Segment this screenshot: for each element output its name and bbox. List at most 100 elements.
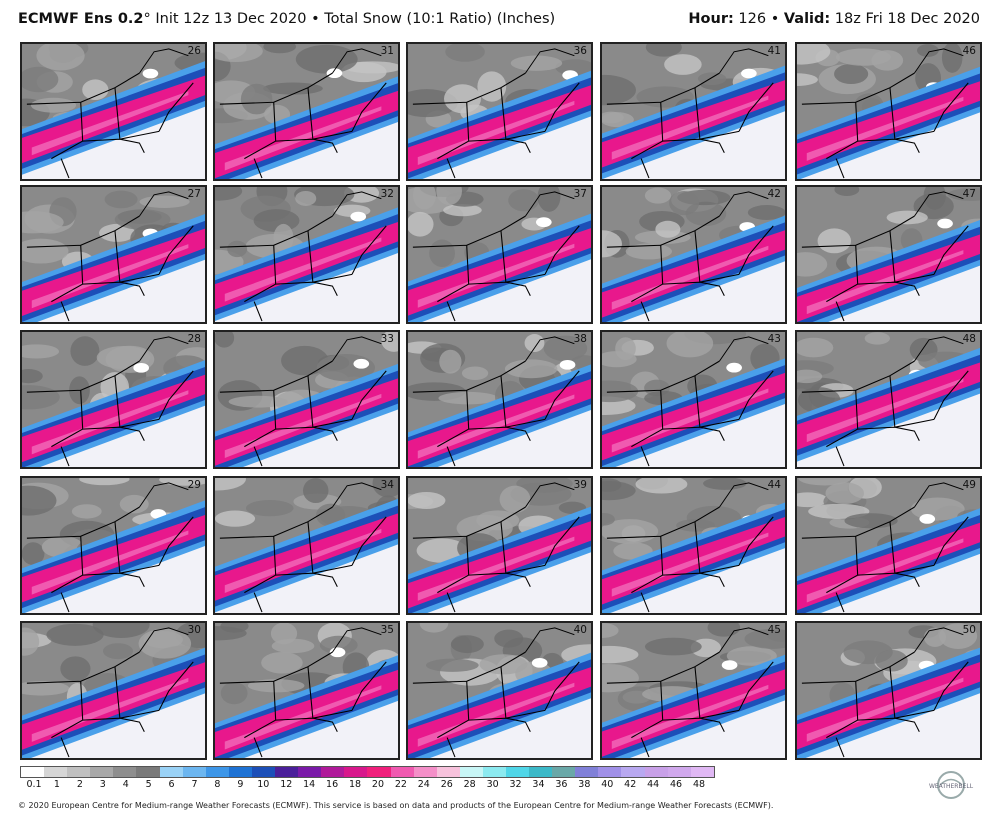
colorbar-tick-label: 20 bbox=[371, 779, 384, 790]
ensemble-member-panel: 39 bbox=[406, 476, 593, 615]
ensemble-member-panel: 36 bbox=[406, 42, 593, 181]
valid-time: Hour: 126 • Valid: 18z Fri 18 Dec 2020 bbox=[688, 11, 980, 27]
colorbar-swatch bbox=[182, 767, 206, 777]
snowfall-map bbox=[215, 623, 398, 758]
member-number: 50 bbox=[962, 624, 976, 636]
ensemble-member-panel: 46 bbox=[795, 42, 982, 181]
colorbar-tick-label: 24 bbox=[417, 779, 430, 790]
colorbar-tick-label: 10 bbox=[257, 779, 270, 790]
ensemble-member-panel: 45 bbox=[600, 621, 787, 760]
ensemble-member-panel: 47 bbox=[795, 185, 982, 324]
ensemble-member-panel: 34 bbox=[213, 476, 400, 615]
ensemble-member-panel: 40 bbox=[406, 621, 593, 760]
member-number: 39 bbox=[573, 479, 587, 491]
colorbar-tick-label: 14 bbox=[303, 779, 316, 790]
valid-value: 18z Fri 18 Dec 2020 bbox=[830, 11, 980, 27]
colorbar-tick-label: 40 bbox=[601, 779, 614, 790]
ensemble-member-panel: 32 bbox=[213, 185, 400, 324]
colorbar-tick-label: 1 bbox=[53, 779, 60, 790]
member-number: 48 bbox=[962, 333, 976, 345]
snowfall-map bbox=[602, 478, 785, 613]
snowfall-map bbox=[602, 332, 785, 467]
snowfall-map bbox=[602, 187, 785, 322]
ensemble-member-panel: 42 bbox=[600, 185, 787, 324]
ensemble-member-panel: 33 bbox=[213, 330, 400, 469]
colorbar-swatch bbox=[321, 767, 345, 777]
colorbar-swatch bbox=[113, 767, 137, 777]
colorbar-swatch bbox=[413, 767, 437, 777]
degree-symbol: ° bbox=[143, 11, 151, 27]
init-text: Init 12z 13 Dec 2020 • Total Snow (10:1 … bbox=[150, 11, 556, 27]
snowfall-map bbox=[602, 44, 785, 179]
ensemble-member-panel: 37 bbox=[406, 185, 593, 324]
snowfall-map bbox=[22, 187, 205, 322]
snowfall-map bbox=[22, 623, 205, 758]
ensemble-member-grid: 26 31 36 41 46 27 32 37 42 47 28 33 38 43 48 29 34 39 44 49… bbox=[20, 42, 982, 764]
colorbar-tick-label: 5 bbox=[145, 779, 152, 790]
snowfall-map bbox=[408, 623, 591, 758]
colorbar-tick-label: 26 bbox=[440, 779, 453, 790]
snowfall-map bbox=[797, 623, 980, 758]
ensemble-member-panel: 28 bbox=[20, 330, 207, 469]
colorbar-tick-label: 36 bbox=[555, 779, 568, 790]
member-number: 43 bbox=[767, 333, 781, 345]
ensemble-member-panel: 31 bbox=[213, 42, 400, 181]
member-number: 31 bbox=[380, 45, 394, 57]
ensemble-member-panel: 50 bbox=[795, 621, 982, 760]
snowfall-map bbox=[602, 623, 785, 758]
member-number: 47 bbox=[962, 188, 976, 200]
colorbar-ticks: 0.1 1 2 3 4 5 6 7 8 9 10 12 14 16 18 20 22 24 26 28 30 32 34 36… bbox=[20, 779, 715, 791]
colorbar-swatch bbox=[90, 767, 114, 777]
snowfall-map bbox=[22, 44, 205, 179]
colorbar-swatch bbox=[575, 767, 599, 777]
colorbar-swatch bbox=[644, 767, 668, 777]
colorbar-swatch bbox=[436, 767, 460, 777]
member-number: 49 bbox=[962, 479, 976, 491]
colorbar-swatch bbox=[482, 767, 506, 777]
member-number: 34 bbox=[380, 479, 394, 491]
snowfall-map bbox=[22, 478, 205, 613]
colorbar-tick-label: 4 bbox=[122, 779, 129, 790]
member-number: 41 bbox=[767, 45, 781, 57]
colorbar-tick-label: 9 bbox=[237, 779, 244, 790]
colorbar-swatch bbox=[44, 767, 68, 777]
colorbar-swatch bbox=[228, 767, 252, 777]
ensemble-member-panel: 26 bbox=[20, 42, 207, 181]
colorbar-tick-label: 46 bbox=[670, 779, 683, 790]
colorbar-swatch bbox=[390, 767, 414, 777]
ensemble-member-panel: 43 bbox=[600, 330, 787, 469]
logo-text: WEATHERBELL bbox=[929, 783, 974, 790]
colorbar-tick-label: 0.1 bbox=[26, 779, 42, 790]
colorbar-swatch bbox=[505, 767, 530, 777]
colorbar-swatch bbox=[136, 767, 160, 777]
colorbar-tick-label: 28 bbox=[463, 779, 476, 790]
colorbar-tick-label: 30 bbox=[486, 779, 499, 790]
member-number: 44 bbox=[767, 479, 781, 491]
colorbar-tick-label: 7 bbox=[191, 779, 198, 790]
colorbar-tick-label: 22 bbox=[394, 779, 407, 790]
ensemble-member-panel: 38 bbox=[406, 330, 593, 469]
snowfall-map bbox=[408, 187, 591, 322]
colorbar-swatch bbox=[275, 767, 299, 777]
colorbar-swatch bbox=[552, 767, 576, 777]
snowfall-map bbox=[408, 478, 591, 613]
map-title: ECMWF Ens 0.2° Init 12z 13 Dec 2020 • To… bbox=[18, 11, 555, 27]
member-number: 45 bbox=[767, 624, 781, 636]
ensemble-member-panel: 27 bbox=[20, 185, 207, 324]
member-number: 46 bbox=[962, 45, 976, 57]
colorbar-tick-label: 2 bbox=[76, 779, 83, 790]
member-number: 27 bbox=[187, 188, 201, 200]
snowfall-map bbox=[408, 44, 591, 179]
colorbar-tick-label: 3 bbox=[99, 779, 106, 790]
hour-label: Hour: bbox=[688, 11, 734, 27]
snowfall-map bbox=[22, 332, 205, 467]
colorbar-swatch bbox=[344, 767, 368, 777]
ensemble-member-panel: 35 bbox=[213, 621, 400, 760]
member-number: 42 bbox=[767, 188, 781, 200]
member-number: 26 bbox=[187, 45, 201, 57]
member-number: 36 bbox=[573, 45, 587, 57]
member-number: 32 bbox=[380, 188, 394, 200]
colorbar-tick-label: 42 bbox=[624, 779, 637, 790]
ensemble-member-panel: 29 bbox=[20, 476, 207, 615]
ensemble-member-panel: 30 bbox=[20, 621, 207, 760]
